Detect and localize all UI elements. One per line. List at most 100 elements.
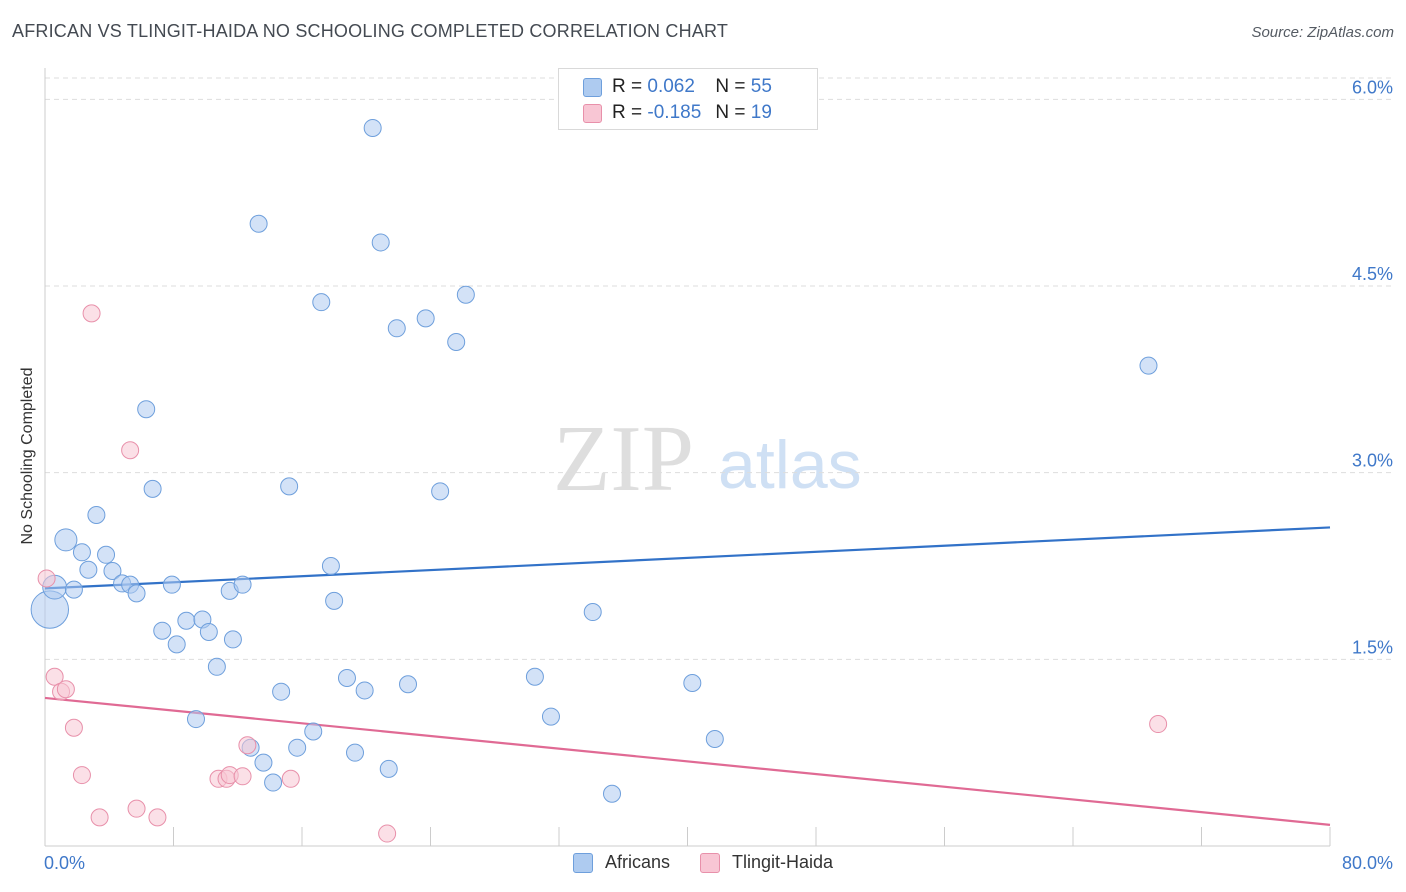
legend-label-tlingit-haida: Tlingit-Haida — [731, 852, 834, 872]
tlingit-haida-point — [148, 808, 167, 827]
watermark: ZIP atlas — [553, 407, 862, 511]
x-tick-max: 80.0% — [1341, 853, 1393, 873]
tlingit-haida-point — [281, 769, 300, 788]
africans-point — [1139, 356, 1158, 375]
africans-point — [431, 482, 450, 501]
stats-row-africans: R = 0.062 N = 55 — [583, 74, 772, 100]
africans-point — [683, 673, 702, 692]
africans-point — [167, 635, 186, 654]
legend-swatch-tlingit-haida — [699, 852, 720, 873]
n-value: 19 — [750, 102, 772, 123]
y-tick-label: 6.0% — [1352, 77, 1393, 97]
y-axis-label: No Schooling Completed — [19, 367, 36, 545]
africans-swatch — [583, 77, 602, 97]
trend-lines — [44, 526, 1331, 826]
trend-line-tlingit-haida — [44, 696, 1331, 826]
africans-point — [525, 667, 544, 686]
legend-label-africans: Africans — [604, 852, 670, 872]
tlingit-haida-point — [82, 304, 101, 323]
africans-point — [264, 773, 283, 792]
y-tick-label: 4.5% — [1352, 264, 1393, 284]
tlingit-haida-point — [37, 569, 56, 588]
n-value: 55 — [750, 76, 772, 97]
africans-point — [399, 675, 418, 694]
africans-point — [379, 759, 398, 778]
africans-point — [603, 784, 622, 803]
y-tick-label: 3.0% — [1352, 451, 1393, 471]
y-tick-labels: 1.5% 3.0% 4.5% 6.0% — [1352, 77, 1393, 657]
tlingit-haida-point — [233, 767, 252, 786]
series-legend: Africans Tlingit-Haida — [0, 852, 1406, 873]
africans-point — [97, 545, 116, 564]
x-tick-min: 0.0% — [44, 853, 86, 873]
africans-point — [54, 528, 78, 552]
africans-point — [541, 707, 560, 726]
africans-point — [280, 477, 299, 496]
chart-title: AFRICAN VS TLINGIT-HAIDA NO SCHOOLING CO… — [12, 21, 729, 41]
tlingit-haida-point — [72, 766, 91, 785]
africans-point — [254, 753, 273, 772]
africans-point — [207, 657, 226, 676]
africans-point — [153, 621, 172, 640]
tlingit-haida-point — [90, 808, 109, 827]
tlingit-haida-point — [238, 736, 257, 755]
africans-point — [304, 722, 323, 741]
source-label: Source: ZipAtlas.com — [1251, 24, 1394, 41]
tlingit-haida-point — [64, 718, 83, 737]
stats-legend: R = 0.062 N = 55 R = -0.185 N = 19 — [558, 68, 818, 130]
africans-point — [321, 557, 340, 575]
legend-item-africans[interactable]: Africans — [572, 852, 670, 873]
africans-point — [233, 575, 252, 594]
africans-point — [346, 743, 365, 762]
africans-point — [371, 233, 390, 252]
r-label: R = — [612, 76, 643, 97]
africans-point — [249, 214, 268, 233]
legend-swatch-africans — [572, 852, 593, 873]
r-label: R = — [612, 102, 643, 123]
africans-point — [583, 603, 602, 622]
watermark-atlas: atlas — [718, 427, 862, 503]
r-value: 0.062 — [647, 76, 695, 97]
africans-point — [137, 400, 156, 419]
africans-point — [272, 682, 291, 701]
africans-point — [355, 681, 374, 700]
tlingit-haida-point — [56, 680, 75, 699]
tlingit-haida-point — [127, 799, 146, 818]
africans-point — [456, 285, 475, 304]
africans-point — [705, 729, 724, 748]
africans-point — [127, 584, 146, 603]
africans-point — [288, 738, 307, 757]
africans-point — [64, 580, 83, 599]
tlingit-haida-point — [45, 667, 64, 686]
africans-point — [416, 309, 435, 328]
data-points — [30, 118, 1168, 843]
tlingit-haida-point — [121, 441, 140, 460]
trend-line-africans — [44, 526, 1331, 590]
gridlines — [45, 77, 1392, 660]
stats-row-tlingit-haida: R = -0.185 N = 19 — [583, 100, 772, 126]
axes — [44, 68, 1331, 847]
africans-point — [103, 561, 122, 580]
y-tick-label: 1.5% — [1352, 637, 1393, 657]
r-value: -0.185 — [647, 102, 702, 123]
africans-point — [312, 293, 331, 312]
n-label: N = — [715, 76, 746, 97]
africans-point — [79, 560, 98, 579]
africans-point — [447, 333, 466, 351]
africans-point — [177, 611, 196, 630]
africans-point — [337, 669, 356, 687]
africans-point — [363, 118, 382, 137]
africans-point — [87, 505, 106, 524]
africans-point — [199, 622, 218, 641]
africans-point — [162, 575, 181, 594]
africans-point — [72, 543, 91, 562]
africans-point — [223, 630, 242, 649]
legend-item-tlingit-haida[interactable]: Tlingit-Haida — [699, 852, 834, 873]
africans-point — [387, 319, 406, 338]
watermark-zip: ZIP — [553, 407, 694, 511]
tlingit-haida-swatch — [583, 103, 602, 123]
africans-point — [186, 710, 205, 729]
tlingit-haida-point — [378, 824, 397, 843]
n-label: N = — [715, 102, 746, 123]
